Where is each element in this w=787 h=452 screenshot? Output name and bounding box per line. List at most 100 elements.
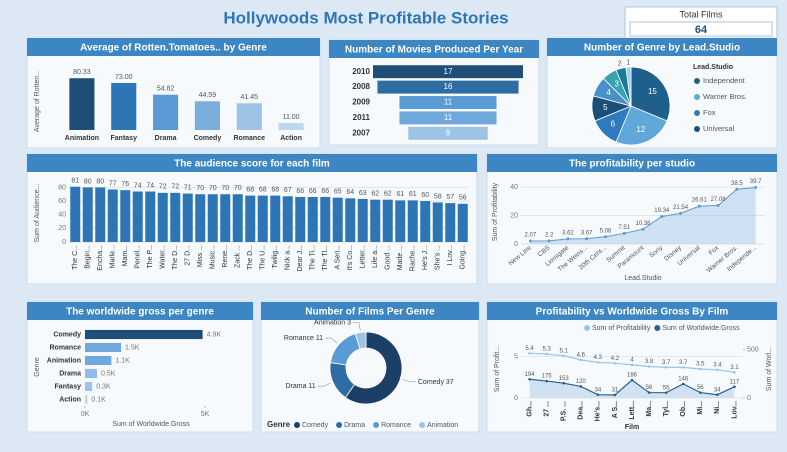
bar [357,199,368,242]
slice [625,66,632,107]
bar [207,194,218,242]
slice-label: 15 [648,87,657,96]
panel-header [27,302,253,320]
x-tick-label: Encha... [97,245,104,271]
y-tick-label: Comedy [53,331,81,338]
leader-line [317,382,332,387]
value-label: 65 [334,188,342,195]
legend-label: Comedy [302,422,329,429]
funnel-bar [399,96,497,109]
bar [257,195,268,242]
x-tick-label: P.S. ... [561,401,568,421]
point [585,237,589,241]
value-label: 56 [646,385,653,391]
point [647,391,651,394]
bar [445,203,456,242]
slice-name: Romance [284,335,314,342]
x-tick-label: 0K [81,411,90,418]
x-tick-label: Drama [155,135,177,142]
value-label: 26.61 [692,198,708,204]
point [630,363,634,367]
value-label: 19.34 [654,208,670,214]
bar [85,368,97,379]
value-label: 55 [663,385,670,391]
category-label: 2009 [352,98,370,107]
x-axis-label: Film [625,424,639,431]
value-label: 153 [559,376,570,382]
y-axis-label: Genre [34,357,41,377]
value-label: 0.5K [101,370,116,377]
dashboard-title: Hollywoods Most Profitable Stories [223,8,508,27]
y-tick-label: Drama [59,370,81,377]
slice [630,66,671,122]
x-tick-label: I Lov... [447,245,454,266]
legend-marker [694,126,700,132]
value-label: 60 [421,192,429,199]
x-tick-label: Action [280,135,302,142]
panel-header [27,154,477,172]
slice-label: 12 [636,125,645,134]
point [603,235,607,239]
bar [85,342,121,353]
point [735,187,739,191]
value-label: 5.4 [525,346,534,352]
point [622,231,626,235]
y2-tick-label: 0 [747,395,751,402]
panel-background [486,301,778,433]
x-tick-label: Tyl... [663,401,670,416]
slice-value: 11 [316,335,323,342]
x-tick-label: Ob... [680,401,687,417]
legend-marker [584,325,590,331]
value-label: 7.51 [618,225,630,231]
panel-background [260,301,480,433]
point [596,393,600,397]
x-tick-label: Zack ... [235,245,242,268]
slice [354,331,367,350]
bar [195,194,206,242]
legend-marker [694,94,700,100]
bar [270,195,281,242]
x-tick-label: Dear J... [297,245,304,272]
slice-value: 3 [347,319,351,326]
bar [432,202,443,242]
x-tick-label: Music... [210,245,217,269]
area [530,187,756,244]
x-tick-label: Dea... [578,401,585,420]
panel-title: Number of Genre by Lead.Studio [584,43,740,54]
panel-title: Number of Movies Produced Per Year [345,45,523,56]
point [699,391,702,394]
value-label: 3.8 [645,359,654,365]
x-tick-label: Life a... [372,245,379,268]
legend-title: Lead.Studio [693,64,733,71]
value-label: 5.3 [542,347,551,353]
value-label: 61 [409,191,417,198]
value-label: 117 [730,379,740,385]
panel-title: Average of Rotten.Tomatoes.. by Genre [80,43,267,54]
legend-label: Romance [381,422,411,429]
panel: Number of Genre by Lead.Studio 15 12 65 43 2 1… [546,37,778,149]
x-tick-label: Going... [460,245,467,270]
x-axis-label: Lead.Studio [624,275,661,282]
value-label: 146 [678,376,689,382]
legend-marker [654,325,661,331]
value-label: 39.7 [750,179,762,185]
slice-name: Drama [285,383,306,390]
bar [236,103,262,130]
value-label: 58 [434,193,442,200]
value-label: 38.5 [731,181,743,187]
x-axis-label: Sum of Worldwide.Gross [112,421,190,428]
funnel-bar [377,80,519,94]
panel: The worldwide gross per genre 0K 5K Comedy 4… [26,301,254,433]
y-axis-label: Sum of Profit... [494,346,501,392]
legend-label: Drama [344,422,365,429]
value-label: 5.1 [560,348,569,354]
slice-name: Comedy [418,379,445,386]
x-tick-label: The Ti... [310,245,317,270]
value-label: 70 [234,185,242,192]
bar [407,200,418,242]
slice-label: 4 [606,88,611,97]
x-tick-label: Mi... [697,401,704,415]
x-tick-label: He's... [595,401,602,421]
point [596,361,600,364]
value-label: 3.5 [696,362,705,368]
